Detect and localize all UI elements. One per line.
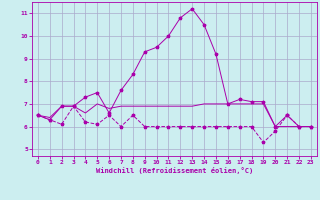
X-axis label: Windchill (Refroidissement éolien,°C): Windchill (Refroidissement éolien,°C) bbox=[96, 167, 253, 174]
